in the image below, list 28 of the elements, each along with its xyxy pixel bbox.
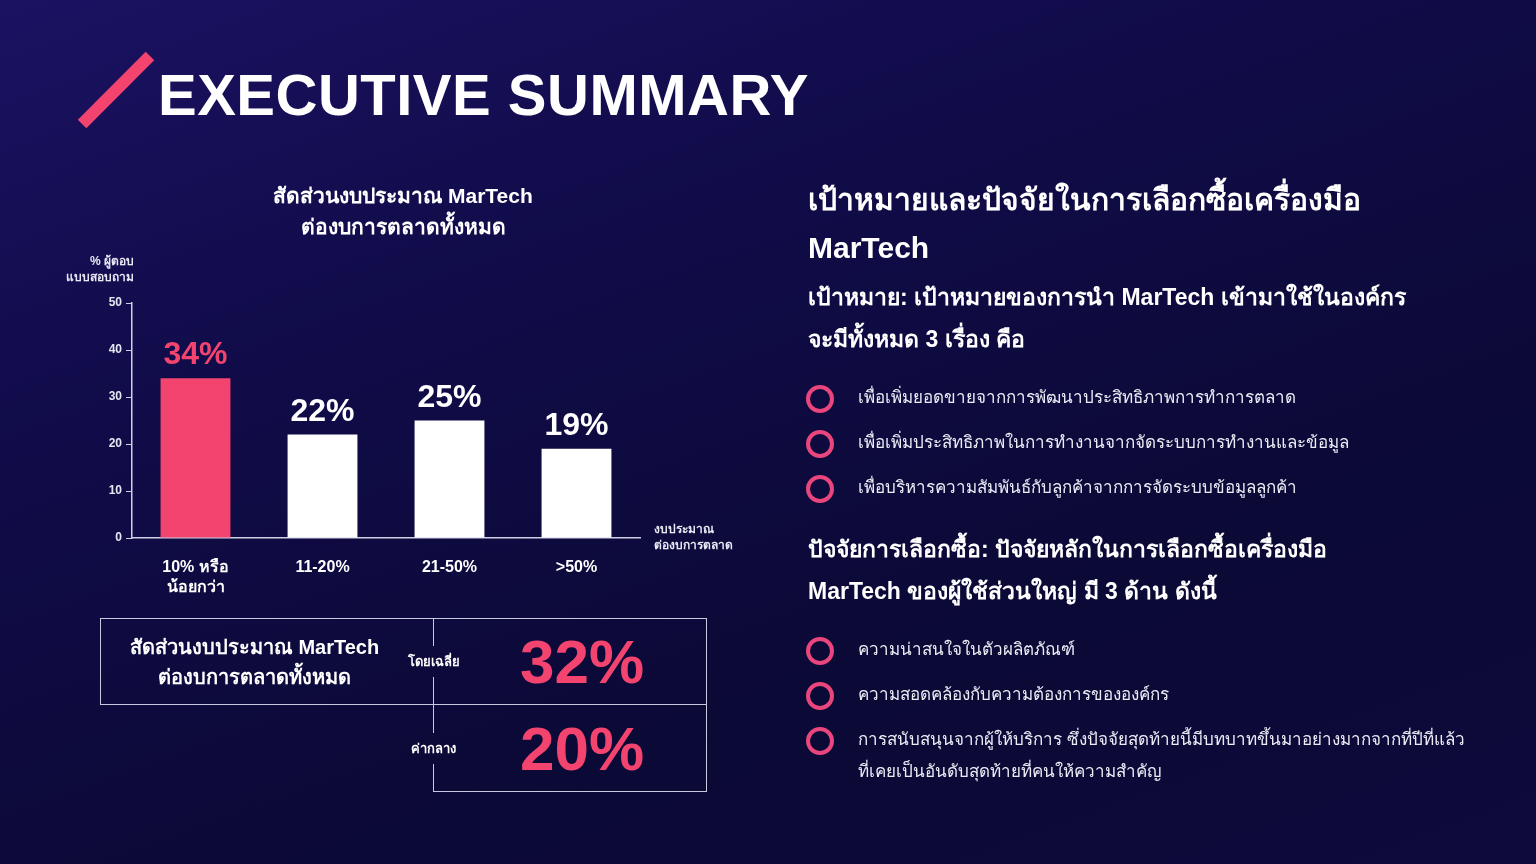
text: EXECUTIVE SUMMARY: [158, 62, 809, 128]
text: สัดส่วนงบประมาณ MarTech ต่องบการตลาดทั้งหมด: [128, 634, 381, 690]
data-label: 22%: [290, 391, 355, 428]
data-label: 25%: [417, 377, 482, 414]
y-tick-label: 20: [108, 436, 123, 451]
text: ความน่าสนใจในตัวผลิตภัณฑ์: [858, 640, 1075, 659]
data-label: 19%: [544, 405, 609, 442]
category-label: ค่ากลาง: [411, 740, 456, 758]
x-tick-label: >50%: [555, 558, 598, 576]
y-tick-label: 40: [108, 342, 123, 357]
y-axis-title: % ผู้ตอบแบบสอบถาม: [65, 253, 134, 285]
text: ความสอดคล้องกับความต้องการขององค์กร: [858, 685, 1169, 704]
x-tick-label: 21-50%: [421, 558, 478, 576]
y-tick-label: 0: [115, 530, 123, 545]
x-axis-title: งบประมาณ ต่องบการตลาด: [654, 521, 733, 553]
text: ปัจจัยการเลือกซื้อ: ปัจจัยหลักในการเลือกซื้อเครื่องมือ MarTech ของผู้ใช้ส่วนใหญ่ มี 3 ด้าน ดังนี้: [808, 531, 1329, 608]
y-tick-label: 10: [108, 483, 123, 498]
x-tick-label: 10% หรือน้อยกว่า: [162, 558, 229, 596]
y-tick-label: 50: [108, 295, 123, 310]
data-label: 20%: [519, 713, 645, 784]
data-label: 32%: [519, 626, 645, 697]
data-label: 34%: [163, 335, 228, 372]
text: เป้าหมายและปัจจัยในการเลือกซื้อเครื่องมือ MarTech: [808, 176, 1362, 266]
text: เป้าหมาย: เป้าหมายของการนำ MarTech เข้ามาใช้ในองค์กร จะมีทั้งหมด 3 เรื่อง คือ: [808, 282, 1407, 354]
category-label: โดยเฉลี่ย: [407, 651, 460, 671]
chart-title: สัดส่วนงบประมาณ MarTech ต่องบการตลาดทั้งหมด: [272, 183, 534, 240]
x-tick-label: 11-20%: [295, 558, 350, 576]
y-tick-label: 30: [108, 389, 123, 404]
